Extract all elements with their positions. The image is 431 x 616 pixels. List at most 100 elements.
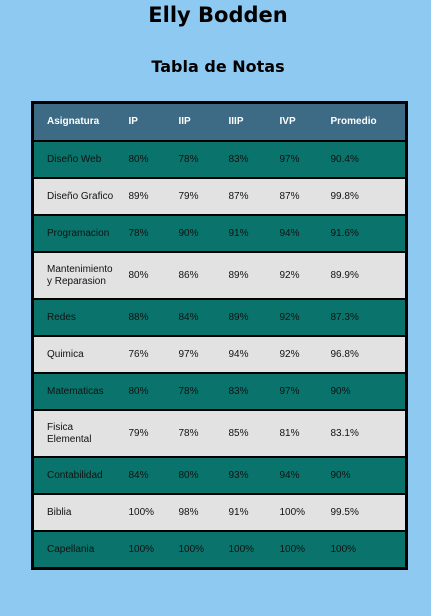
grade-iiip-cell: 91% [228,214,280,253]
column-header-ip: IP [128,101,179,142]
grade-ip-cell: 100% [128,493,179,532]
grade-ivp-cell: 97% [279,372,331,411]
grade-ip-cell: 78% [128,214,179,253]
grade-ip-cell: 84% [128,456,179,495]
subject-name: Redes [47,311,76,323]
grade-iip-cell: 84% [178,298,229,337]
grade-average-cell: 89.9% [330,251,407,300]
grade-ip-cell: 80% [128,140,179,179]
subject-cell: Programacion [32,214,129,253]
table-row: Matematicas 80% 78% 83% 97% 90% [32,372,407,411]
subject-name: Quimica [47,348,84,360]
grade-ivp-cell: 94% [279,456,331,495]
grade-iiip-cell: 87% [228,177,280,216]
grade-ivp-cell: 87% [279,177,331,216]
grade-average-cell: 90.4% [330,140,407,179]
grade-iip-cell: 86% [178,251,229,300]
subject-cell: Diseño Web [32,140,129,179]
subject-cell: Fisica Elemental [32,409,129,458]
subject-name: Diseño Grafico [47,190,114,202]
column-header-average: Promedio [330,101,407,142]
grade-average-cell: 87.3% [330,298,407,337]
grade-ip-cell: 80% [128,251,179,300]
grade-iiip-cell: 94% [228,335,280,374]
student-name: Elly Bodden [148,3,288,27]
subject-name: Matematicas [47,385,104,397]
grade-iiip-cell: 91% [228,493,280,532]
grade-ivp-cell: 100% [279,493,331,532]
grade-iip-cell: 78% [178,409,229,458]
grade-average-cell: 83.1% [330,409,407,458]
table-row: Quimica 76% 97% 94% 92% 96.8% [32,335,407,374]
grade-iiip-cell: 85% [228,409,280,458]
grade-ivp-cell: 92% [279,298,331,337]
subject-name: Contabilidad [47,469,103,481]
subject-name: y Reparasion [47,275,106,287]
grade-average-cell: 100% [330,530,407,570]
grade-ip-cell: 88% [128,298,179,337]
subject-cell: Diseño Grafico [32,177,129,216]
grade-ip-cell: 100% [128,530,179,570]
grade-iip-cell: 100% [178,530,229,570]
grade-iip-cell: 98% [178,493,229,532]
column-header-iip: IIP [178,101,229,142]
grade-iiip-cell: 83% [228,140,280,179]
grade-ivp-cell: 100% [279,530,331,570]
grade-ip-cell: 76% [128,335,179,374]
table-row: Fisica Elemental 79% 78% 85% 81% 83.1% [32,409,407,458]
subject-cell: Contabilidad [32,456,129,495]
grade-average-cell: 90% [330,372,407,411]
subject-cell: Redes [32,298,129,337]
subject-cell: Capellania [32,530,129,570]
grade-iip-cell: 78% [178,372,229,411]
grade-iip-cell: 97% [178,335,229,374]
column-header-ivp: IVP [279,101,331,142]
table-row: Programacion 78% 90% 91% 94% 91.6% [32,214,407,253]
column-header-subject: Asignatura [32,101,129,142]
grade-iiip-cell: 93% [228,456,280,495]
subject-cell: Quimica [32,335,129,374]
grade-iip-cell: 78% [178,140,229,179]
grade-average-cell: 90% [330,456,407,495]
grade-iiip-cell: 83% [228,372,280,411]
subject-cell: Matematicas [32,372,129,411]
grade-ip-cell: 89% [128,177,179,216]
grade-ivp-cell: 92% [279,335,331,374]
grade-ip-cell: 79% [128,409,179,458]
grade-iip-cell: 79% [178,177,229,216]
grade-ivp-cell: 94% [279,214,331,253]
grade-average-cell: 96.8% [330,335,407,374]
subject-cell: Biblia [32,493,129,532]
grade-ivp-cell: 92% [279,251,331,300]
grade-iiip-cell: 89% [228,251,280,300]
table-title: Tabla de Notas [151,57,285,76]
grade-ip-cell: 80% [128,372,179,411]
grades-table: Asignatura IP IIP IIIP IVP Promedio Dise… [31,101,408,570]
table-row: Redes 88% 84% 89% 92% 87.3% [32,298,407,337]
table-body: Diseño Web 80% 78% 83% 97% 90.4% Diseño Grafic… [32,140,407,570]
subject-cell: Mantenimiento y Reparasion [32,251,129,300]
subject-name: Elemental [47,433,92,445]
subject-name: Fisica [47,421,74,433]
table-row: Biblia 100% 98% 91% 100% 99.5% [32,493,407,532]
grade-iiip-cell: 100% [228,530,280,570]
grade-average-cell: 91.6% [330,214,407,253]
table-row: Mantenimiento y Reparasion 80% 86% 89% 92% 89.… [32,251,407,300]
table-header-row: Asignatura IP IIP IIIP IVP Promedio [32,101,407,142]
table-row: Capellania 100% 100% 100% 100% 100% [32,530,407,570]
subject-name: Biblia [47,506,72,518]
grade-iip-cell: 80% [178,456,229,495]
subject-name: Programacion [47,227,110,239]
grade-iiip-cell: 89% [228,298,280,337]
grade-average-cell: 99.5% [330,493,407,532]
subject-name: Mantenimiento [47,263,113,275]
subject-name: Diseño Web [47,153,102,165]
grade-ivp-cell: 97% [279,140,331,179]
subject-name: Capellania [47,543,95,555]
table-row: Diseño Web 80% 78% 83% 97% 90.4% [32,140,407,179]
table-row: Diseño Grafico 89% 79% 87% 87% 99.8% [32,177,407,216]
grade-average-cell: 99.8% [330,177,407,216]
grade-iip-cell: 90% [178,214,229,253]
grade-ivp-cell: 81% [279,409,331,458]
table-row: Contabilidad 84% 80% 93% 94% 90% [32,456,407,495]
